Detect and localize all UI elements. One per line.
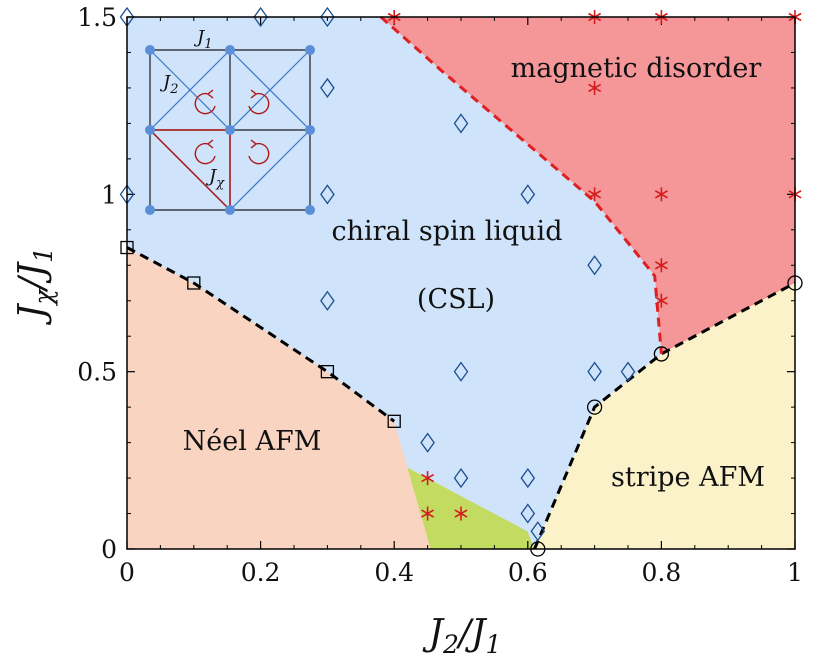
phase-regions [126, 16, 796, 550]
y-axis-title: Jχ/J1 [12, 247, 58, 326]
csl-diamond-marker [320, 290, 335, 311]
disorder-star-marker [654, 293, 668, 308]
neel-boundary-square-marker [187, 276, 201, 290]
inset-jchi-label: Jχ [205, 166, 225, 191]
inset-chirality-arrowhead-icon [250, 89, 258, 99]
csl-diamond-marker [587, 361, 602, 382]
csl-label: chiral spin liquid [332, 216, 563, 247]
inset-chirality-arrowhead-icon [250, 139, 258, 149]
inset-chirality-arrowhead-icon [206, 139, 214, 149]
x-tick-label: 1 [787, 558, 803, 587]
inset-j2-bond [149, 49, 231, 131]
disorder-star-marker [654, 187, 668, 202]
csl-abbrev-label: (CSL) [417, 284, 495, 315]
csl-diamond-marker [320, 184, 335, 205]
csl-diamond-marker [453, 361, 469, 382]
y-tick-label: 1.5 [77, 3, 117, 32]
inset-lattice-site [225, 125, 235, 135]
y-tick-label: 0 [101, 535, 117, 564]
inset-lattice-site [305, 45, 315, 55]
disorder-star-marker [421, 471, 435, 486]
x-tick-label: 0.6 [508, 558, 548, 587]
csl-diamond-marker [320, 6, 335, 28]
csl-diamond-marker [520, 184, 536, 205]
x-tick-label: 0.2 [241, 558, 281, 587]
inset-lattice-site [305, 125, 315, 135]
phase-boundary-line [379, 15, 663, 355]
csl-diamond-marker [520, 467, 536, 489]
csl-diamond-marker [520, 503, 536, 524]
csl-diamond-marker [320, 77, 335, 99]
inset-j2-bond [229, 49, 311, 131]
lattice-inset: J1 J2 Jχ [145, 27, 315, 215]
inset-lattice-site [225, 45, 235, 55]
inset-chirality-arrow-icon [248, 142, 270, 165]
stripe-boundary-circle-marker [653, 346, 670, 362]
inset-j1-label: J1 [193, 27, 213, 52]
inset-lattice-site [145, 125, 155, 135]
csl-diamond-marker [420, 432, 435, 453]
inset-lattice-site [225, 205, 235, 215]
disorder-star-marker [454, 506, 468, 521]
inset-chiral-triangle [148, 129, 231, 212]
csl-diamond-marker [453, 113, 469, 134]
neel-boundary-square-marker [320, 365, 335, 379]
inset-chirality-arrow-icon [248, 92, 270, 115]
x-tick-label: 0 [119, 558, 135, 587]
phase-boundary-line [126, 246, 396, 423]
neel-afm-label: Néel AFM [183, 426, 322, 457]
inset-chirality-arrow-icon [194, 92, 216, 115]
neel-boundary-square-marker [387, 414, 401, 428]
y-tick-label: 0.5 [77, 358, 117, 387]
magnetic-disorder-label: magnetic disorder [511, 53, 762, 84]
inset-lattice-site [145, 45, 155, 55]
x-axis-title: J2/J1 [422, 613, 502, 659]
y-tick-label: 1 [101, 180, 117, 209]
inset-lattice-site [145, 205, 155, 215]
disorder-star-marker [654, 258, 668, 273]
stripe-boundary-circle-marker [586, 399, 603, 415]
csl-diamond-marker [253, 6, 268, 28]
stripe-afm-label: stripe AFM [611, 462, 765, 493]
csl-diamond-marker [453, 467, 469, 489]
plot-frame [126, 16, 796, 550]
inset-lattice-site [305, 205, 315, 215]
inset-chirality-arrowhead-icon [206, 89, 214, 99]
csl-diamond-marker [587, 255, 602, 276]
disorder-star-marker [421, 506, 435, 521]
x-tick-label: 0.4 [374, 558, 414, 587]
inset-chirality-arrow-icon [194, 142, 216, 165]
axis-ticks: 0 0.2 0.4 0.6 0.8 1 0 0.5 1 1.5 [77, 3, 803, 587]
disorder-star-marker [588, 187, 602, 202]
x-tick-label: 0.8 [642, 558, 682, 587]
disorder-star-marker [588, 80, 602, 95]
csl-diamond-marker [620, 361, 636, 382]
inset-j2-label: J2 [159, 72, 179, 97]
csl-diamond-marker [530, 521, 546, 542]
